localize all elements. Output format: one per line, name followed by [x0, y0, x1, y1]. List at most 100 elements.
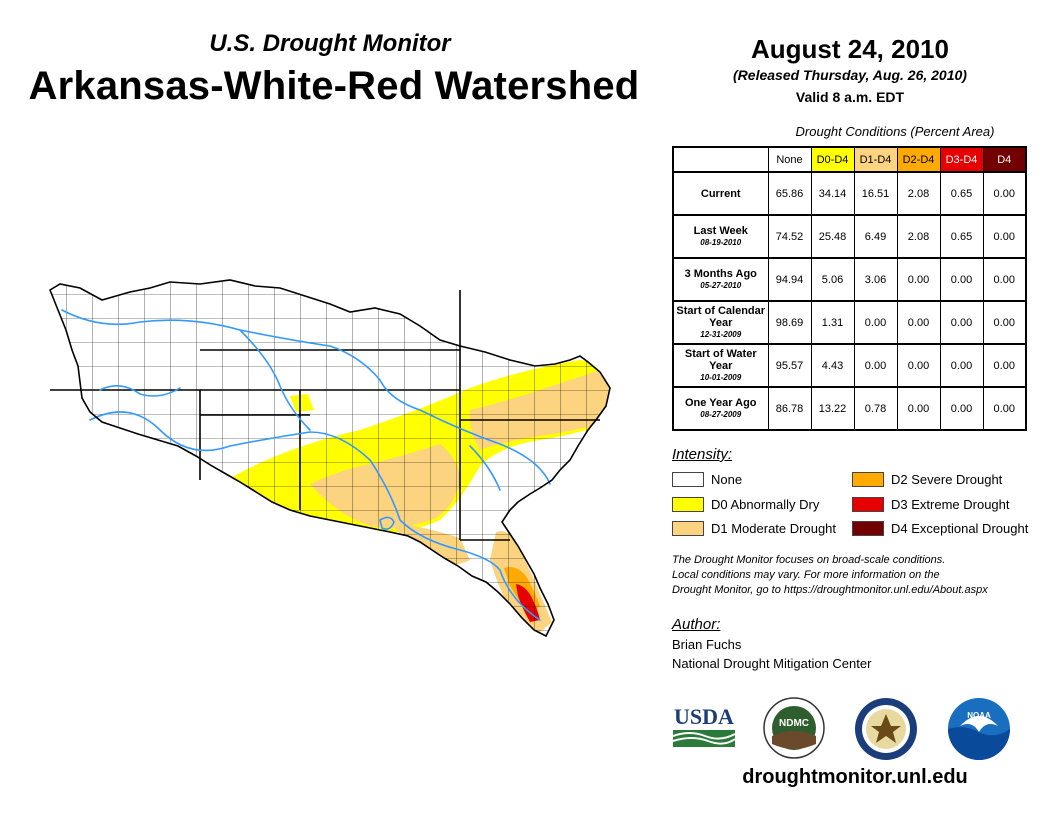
table-cell: 0.00: [939, 343, 984, 388]
table-cell: 34.14: [810, 171, 855, 216]
author-heading: Author:: [672, 616, 721, 633]
table-cell: 0.00: [853, 343, 898, 388]
map-subtitle: U.S. Drought Monitor: [209, 30, 451, 57]
note-line: Drought Monitor, go to https://droughtmo…: [672, 584, 988, 596]
table-cell: 0.65: [939, 214, 984, 259]
table-cell: 74.52: [767, 214, 812, 259]
table-cell: 94.94: [767, 257, 812, 302]
legend-swatch: [852, 520, 884, 536]
table-cell: 2.08: [896, 171, 941, 216]
noaa-logo-text: NOAA: [967, 711, 991, 720]
usda-logo-text: USDA: [674, 704, 734, 729]
row-label: Last Week 08-19-2010: [672, 214, 769, 259]
website-link[interactable]: droughtmonitor.unl.edu: [742, 766, 968, 788]
legend-heading: Intensity:: [672, 446, 733, 463]
col-header-d0-d4: D0-D4: [810, 146, 855, 173]
release-date: (Released Thursday, Aug. 26, 2010): [733, 67, 967, 83]
noaa-logo: NOAA: [946, 696, 1012, 762]
author-name: Brian Fuchs: [672, 637, 742, 652]
legend-swatch: [852, 496, 884, 512]
legend-item-d2: D2 Severe Drought: [852, 471, 1002, 487]
table-cell: 0.00: [982, 214, 1027, 259]
drought-conditions-table: None D0-D4 D1-D4 D2-D4 D3-D4 D4 Current …: [672, 146, 1027, 431]
table-cell: 3.06: [853, 257, 898, 302]
table-cell: 0.00: [939, 386, 984, 431]
legend-label: None: [711, 471, 743, 487]
watershed-map: [40, 270, 620, 655]
table-cell: 0.00: [896, 257, 941, 302]
row-label: Current: [672, 171, 769, 216]
table-cell: 0.00: [896, 300, 941, 345]
legend-label: D1 Moderate Drought: [711, 520, 837, 536]
row-label: One Year Ago 08-27-2009: [672, 386, 769, 431]
map-title: Arkansas-White-Red Watershed: [28, 64, 640, 108]
row-label-text: Last Week: [693, 224, 748, 237]
row-label-text: Current: [700, 187, 741, 200]
legend-item-d1: D1 Moderate Drought: [672, 520, 836, 536]
table-cell: 86.78: [767, 386, 812, 431]
legend-label: D3 Extreme Drought: [891, 496, 1010, 512]
table-row-start-calendar-year: Start of Calendar Year 12-31-2009 98.69 1…: [672, 300, 1027, 345]
table-row-3-months-ago: 3 Months Ago 05-27-2010 94.94 5.06 3.06 0…: [672, 257, 1027, 302]
row-label: Start of Calendar Year 12-31-2009: [672, 300, 769, 345]
table-row-one-year-ago: One Year Ago 08-27-2009 86.78 13.22 0.78 …: [672, 386, 1027, 431]
col-header-d3-d4: D3-D4: [939, 146, 984, 173]
table-cell: 0.65: [939, 171, 984, 216]
row-label-date: 08-27-2009: [700, 409, 742, 419]
table-cell: 2.08: [896, 214, 941, 259]
legend-label: D0 Abnormally Dry: [711, 496, 820, 512]
table-cell: 16.51: [853, 171, 898, 216]
row-label-date: 10-01-2009: [700, 372, 742, 382]
row-label-text: One Year Ago: [684, 396, 757, 409]
ndmc-logo: NDMC: [760, 696, 828, 760]
table-caption: Drought Conditions (Percent Area): [795, 124, 995, 139]
legend-label: D4 Exceptional Drought: [891, 520, 1029, 536]
usda-logo: USDA: [670, 700, 738, 750]
row-label: 3 Months Ago 05-27-2010: [672, 257, 769, 302]
col-header-d2-d4: D2-D4: [896, 146, 941, 173]
table-cell: 5.06: [810, 257, 855, 302]
row-label-text: 3 Months Ago: [684, 267, 757, 280]
row-label-text: Start of Water Year: [684, 347, 757, 372]
row-label: Start of Water Year 10-01-2009: [672, 343, 769, 388]
table-cell: 0.00: [896, 343, 941, 388]
legend-label: D2 Severe Drought: [891, 471, 1003, 487]
noaa-logo-icon: NOAA: [948, 698, 1010, 760]
table-corner: [673, 147, 768, 172]
table-cell: 0.00: [982, 386, 1027, 431]
table-row-current: Current 65.86 34.14 16.51 2.08 0.65 0.00: [672, 171, 1027, 216]
ndmc-logo-icon: NDMC: [763, 697, 825, 759]
table-cell: 0.00: [939, 300, 984, 345]
table-cell: 0.00: [853, 300, 898, 345]
row-label-text: Start of Calendar Year: [676, 304, 766, 329]
col-header-d4: D4: [982, 146, 1027, 173]
table-cell: 65.86: [767, 171, 812, 216]
note-line: The Drought Monitor focuses on broad-sca…: [672, 554, 946, 566]
legend-item-d4: D4 Exceptional Drought: [852, 520, 1028, 536]
table-cell: 13.22: [810, 386, 855, 431]
table-cell: 0.00: [939, 257, 984, 302]
legend-swatch: [852, 471, 884, 487]
usda-logo-icon: USDA: [672, 704, 736, 747]
commerce-seal-logo: [853, 696, 919, 762]
note-line: Local conditions may vary. For more info…: [672, 569, 940, 581]
table-cell: 25.48: [810, 214, 855, 259]
legend-item-d0: D0 Abnormally Dry: [672, 496, 819, 512]
table-cell: 98.69: [767, 300, 812, 345]
watershed-map-svg: [49, 279, 611, 638]
valid-time: Valid 8 a.m. EDT: [795, 89, 905, 105]
legend-swatch: [672, 520, 704, 536]
row-label-date: 08-19-2010: [700, 237, 742, 247]
table-cell: 1.31: [810, 300, 855, 345]
eagle-seal-icon: [855, 698, 917, 760]
table-cell: 0.00: [896, 386, 941, 431]
row-label-date: 05-27-2010: [700, 280, 742, 290]
table-row-start-water-year: Start of Water Year 10-01-2009 95.57 4.43…: [672, 343, 1027, 388]
table-cell: 6.49: [853, 214, 898, 259]
table-cell: 4.43: [810, 343, 855, 388]
table-cell: 0.00: [982, 257, 1027, 302]
table-cell: 0.00: [982, 300, 1027, 345]
disclaimer-note: The Drought Monitor focuses on broad-sca…: [672, 553, 1052, 598]
table-cell: 0.00: [982, 343, 1027, 388]
legend-swatch: [672, 496, 704, 512]
